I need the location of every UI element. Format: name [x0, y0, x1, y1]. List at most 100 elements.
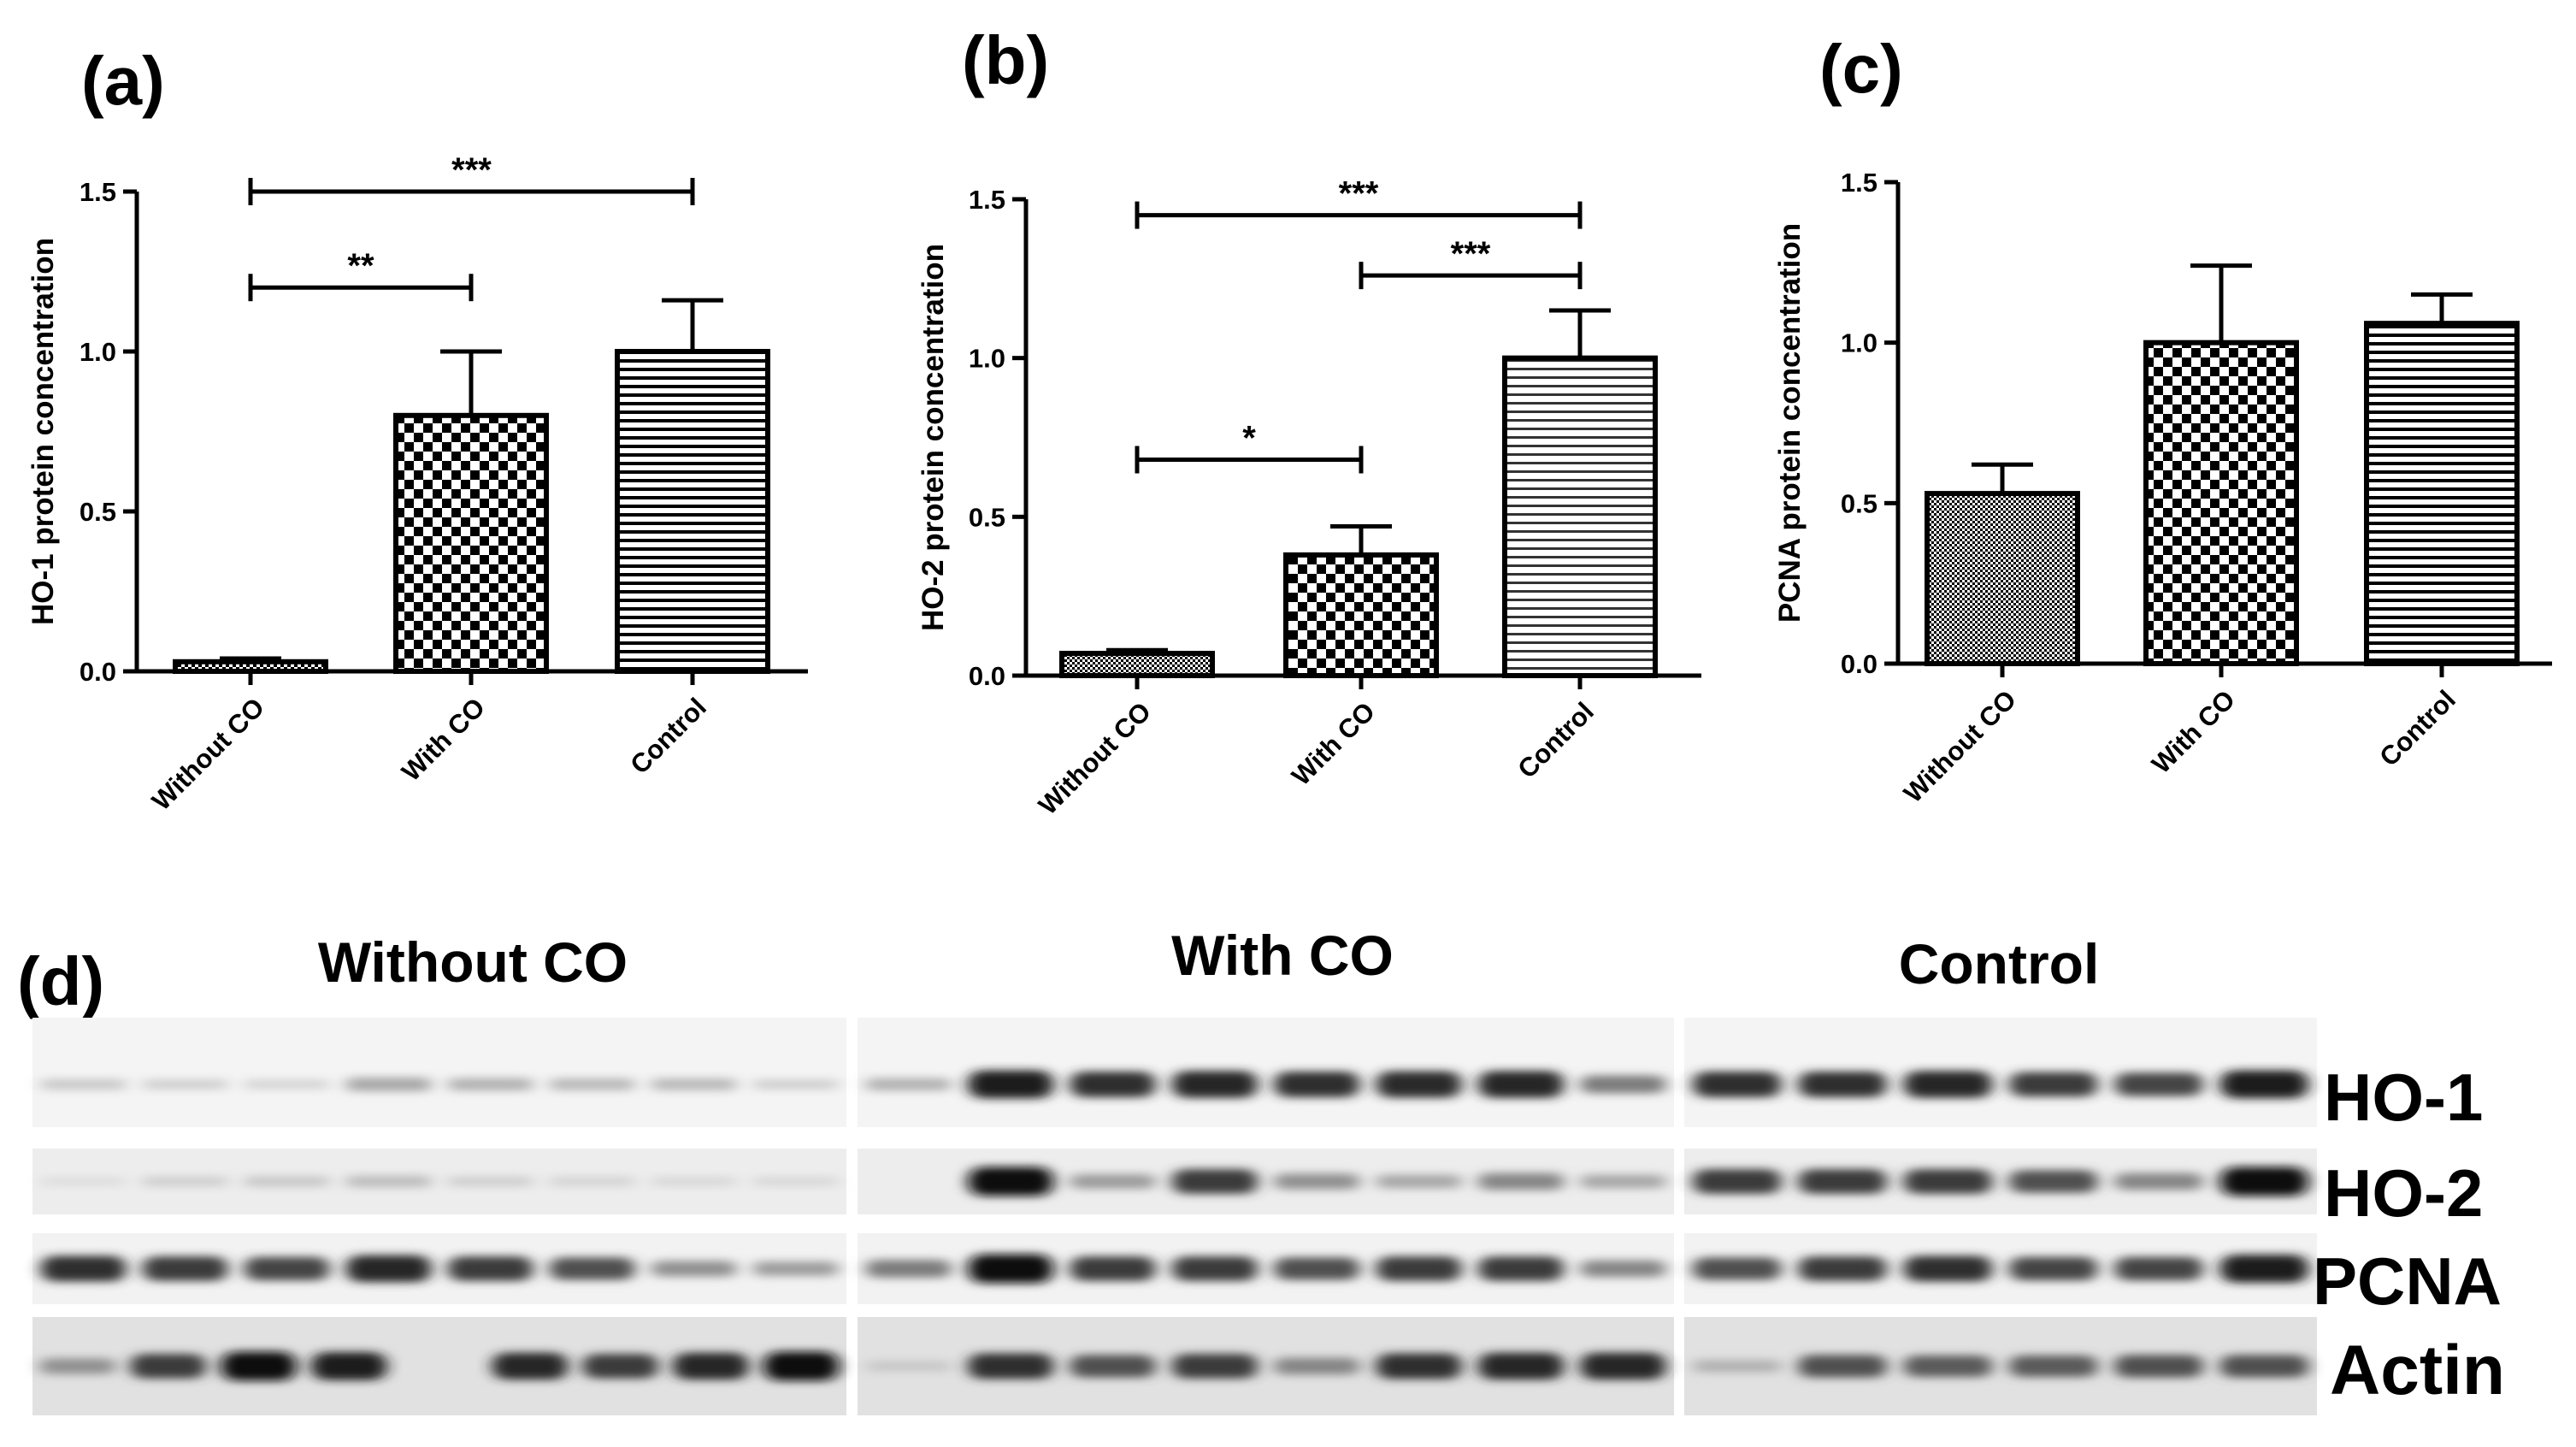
blot-band [2114, 1355, 2203, 1378]
blot-band [492, 1352, 569, 1380]
blot-band [142, 1079, 228, 1090]
western-blot: Without CO With CO Control HO-1 HO-2 PCN… [32, 924, 2505, 1415]
blot-band [1692, 1169, 1782, 1194]
blot-band [967, 1166, 1054, 1196]
blot-band [2219, 1166, 2309, 1196]
blot-band [763, 1351, 840, 1381]
blot-band [1171, 1354, 1258, 1379]
x-tick-label: With CO [1286, 696, 1381, 791]
blot-band [549, 1177, 635, 1186]
significance-label: *** [451, 151, 492, 189]
blot-band [672, 1352, 749, 1380]
y-tick-label: 1.0 [1841, 328, 1877, 358]
blot-strip [1684, 1018, 2317, 1127]
blot-band [345, 1255, 432, 1283]
blot-group-label: With CO [1171, 924, 1394, 987]
x-tick-label: Without CO [146, 692, 270, 816]
bar [615, 349, 770, 674]
y-tick-label: 0.0 [1841, 649, 1877, 679]
bar [2143, 340, 2299, 666]
blot-band [1798, 1169, 1887, 1194]
blot-band [865, 1260, 952, 1278]
blot-band [1798, 1355, 1887, 1378]
blot-band [1171, 1256, 1258, 1281]
blot-band [752, 1079, 839, 1090]
blot-group-label: Without CO [318, 930, 628, 994]
blot-band [967, 1353, 1054, 1379]
x-tick-label: Without CO [1033, 696, 1157, 820]
blot-band [1903, 1355, 1993, 1377]
y-tick-label: 1.5 [80, 177, 116, 207]
blot-band [2219, 1255, 2309, 1283]
blot-band [1477, 1256, 1565, 1281]
blot-band [1376, 1256, 1462, 1281]
blot-band [1477, 1352, 1565, 1380]
blot-strip [1684, 1233, 2317, 1304]
blot-band [345, 1078, 432, 1091]
y-tick-label: 1.5 [969, 185, 1005, 215]
blot-strip [32, 1018, 846, 1127]
blot-band [345, 1175, 432, 1188]
blot-band [1274, 1257, 1360, 1280]
blot-band [2008, 1072, 2098, 1097]
y-tick-label: 1.0 [969, 344, 1005, 374]
blot-band [40, 1177, 127, 1186]
blot-band [244, 1079, 330, 1090]
y-tick-label: 0.0 [80, 657, 116, 687]
blot-row-label: Actin [2330, 1332, 2505, 1409]
blot-band [130, 1354, 207, 1379]
blot-band [1376, 1353, 1462, 1379]
blot-band [1070, 1173, 1156, 1190]
x-tick-label: With CO [396, 692, 491, 787]
blot-band [39, 1358, 116, 1374]
blot-band [244, 1176, 330, 1187]
blot-band [967, 1254, 1054, 1284]
x-tick-label: Control [624, 692, 712, 780]
blot-band [582, 1354, 658, 1379]
y-axis-label: HO-1 protein concentration [27, 238, 60, 625]
significance-label: *** [1339, 175, 1379, 213]
blot-band [2114, 1256, 2203, 1281]
blot-band [1274, 1173, 1360, 1190]
blot-band [1692, 1360, 1782, 1373]
blot-band [447, 1256, 533, 1281]
blot-band [447, 1176, 533, 1187]
bar [393, 412, 549, 674]
blot-band [142, 1256, 228, 1281]
x-tick-label: Without CO [1898, 684, 2022, 808]
blot-band [40, 1255, 127, 1282]
y-axis-label: HO-2 protein concentration [917, 244, 950, 631]
bar [1502, 355, 1658, 678]
blot-band [752, 1261, 839, 1277]
blot-band [1070, 1355, 1156, 1378]
blot-group-label: Control [1899, 932, 2100, 995]
blot-band [1692, 1071, 1782, 1098]
blot-band [2008, 1355, 2098, 1377]
blot-strip [1684, 1317, 2317, 1415]
x-tick-label: Control [2373, 684, 2461, 772]
panel-label-b: (b) [962, 22, 1049, 98]
blot-band [752, 1177, 839, 1186]
blot-band [40, 1079, 127, 1090]
blot-row-label: HO-1 [2324, 1060, 2483, 1135]
blot-band [1376, 1071, 1462, 1098]
blot-band [1580, 1352, 1666, 1380]
blot-band [1798, 1256, 1887, 1281]
y-tick-label: 1.5 [1841, 168, 1877, 198]
bar [1283, 552, 1439, 678]
blot-band [1274, 1071, 1360, 1098]
chart-a-ho1: 0.0 0.5 1.0 1.5 HO-1 protein concentration Wi… [27, 151, 808, 816]
blot-row-label: PCNA [2313, 1243, 2502, 1319]
y-tick-label: 0.5 [969, 502, 1005, 532]
blot-band [651, 1078, 737, 1090]
blot-band [2008, 1170, 2098, 1193]
blot-band [549, 1257, 635, 1280]
blot-band [1692, 1257, 1782, 1280]
blot-band [1903, 1071, 1993, 1098]
blot-band [1070, 1256, 1156, 1281]
blot-band [244, 1256, 330, 1281]
y-axis-label: PCNA protein concentration [1773, 223, 1807, 623]
blot-band [310, 1352, 387, 1380]
blot-band [1903, 1255, 1993, 1282]
